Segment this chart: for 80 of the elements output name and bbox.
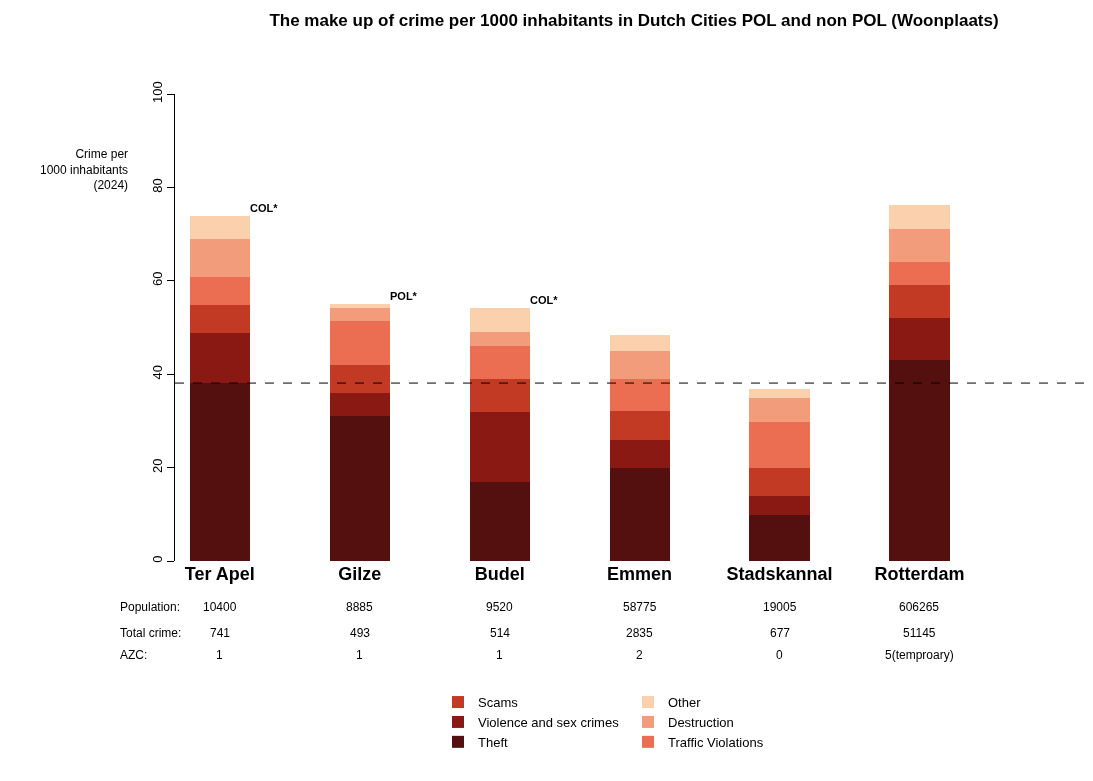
text: Population: [120, 600, 181, 614]
text: 2835 [626, 626, 654, 640]
bar [469, 345, 530, 379]
bar [469, 481, 530, 561]
y-tick-label: 0 [149, 555, 165, 563]
x-tick-label: Budel [474, 564, 525, 584]
bar [889, 317, 950, 360]
bar [609, 335, 670, 351]
chart-title: The make up of crime per 1000 inhabitants in Dutch Cities POL and non POL (Woonplaats) [269, 10, 999, 30]
text: 741 [210, 626, 231, 640]
bar [609, 410, 670, 440]
bar [749, 397, 810, 422]
legend-label: Destruction [668, 715, 734, 731]
y-axis-title: Crime per 1000 inhabitants (2024) [40, 147, 129, 193]
bar [469, 307, 530, 332]
text: 10400 [203, 600, 237, 614]
y-tick-label: 80 [149, 178, 165, 193]
bar [889, 204, 950, 229]
bar [749, 514, 810, 561]
legend-label: Other [668, 695, 702, 711]
text: 8885 [346, 600, 374, 614]
x-tick-label: Rotterdam [874, 564, 965, 584]
bar [329, 303, 390, 308]
text: 58775 [623, 600, 657, 614]
bar [609, 350, 670, 379]
bar [329, 364, 390, 393]
text: 514 [490, 626, 511, 640]
annotation: COL* [250, 202, 279, 214]
legend-label: Scams [478, 695, 519, 711]
annotation: COL* [530, 294, 559, 306]
text: 0 [776, 648, 783, 662]
bar [189, 238, 250, 277]
text: 1 [356, 648, 363, 662]
legend-label: Traffic Violations [668, 734, 764, 750]
text: 51145 [903, 626, 936, 640]
bar [329, 321, 390, 365]
bar [609, 378, 670, 411]
text: 5(temproary) [885, 648, 954, 662]
text: 2 [636, 648, 643, 662]
bar [889, 284, 950, 318]
text: 1 [496, 648, 503, 662]
bar [189, 383, 250, 561]
bar [469, 331, 530, 346]
bar [749, 495, 810, 515]
bar [749, 467, 810, 496]
bar [189, 304, 250, 333]
annotation: POL* [390, 290, 418, 302]
text: 606265 [899, 600, 940, 614]
legend-label: Violence and sex crimes [478, 715, 620, 731]
x-tick-label: Stadskannal [726, 564, 833, 584]
bar [189, 276, 250, 305]
bar [749, 421, 810, 468]
bar [889, 261, 950, 285]
bar [329, 415, 390, 561]
text: 19005 [763, 600, 797, 614]
bar [469, 378, 530, 412]
bar [329, 307, 390, 322]
y-tick-label: 40 [149, 365, 165, 380]
bar [749, 388, 810, 398]
bar [329, 392, 390, 416]
bar [189, 215, 250, 239]
bar [189, 332, 250, 384]
bar [609, 467, 670, 561]
y-tick-label: 20 [149, 458, 165, 473]
bar [469, 411, 530, 482]
text: 1 [216, 648, 223, 662]
text: 493 [350, 626, 371, 640]
text: 9520 [486, 600, 514, 614]
x-tick-label: Gilze [338, 564, 382, 584]
bar [889, 228, 950, 262]
x-tick-label: Emmen [607, 564, 673, 584]
text: AZC: [120, 648, 148, 662]
legend-label: Theft [478, 734, 509, 750]
y-tick-label: 100 [149, 81, 165, 103]
bar [889, 359, 950, 561]
text: 677 [770, 626, 791, 640]
x-tick-label: Ter Apel [184, 564, 255, 584]
bar [609, 439, 670, 468]
text: Total crime: [120, 626, 182, 640]
y-tick-label: 60 [149, 271, 165, 287]
